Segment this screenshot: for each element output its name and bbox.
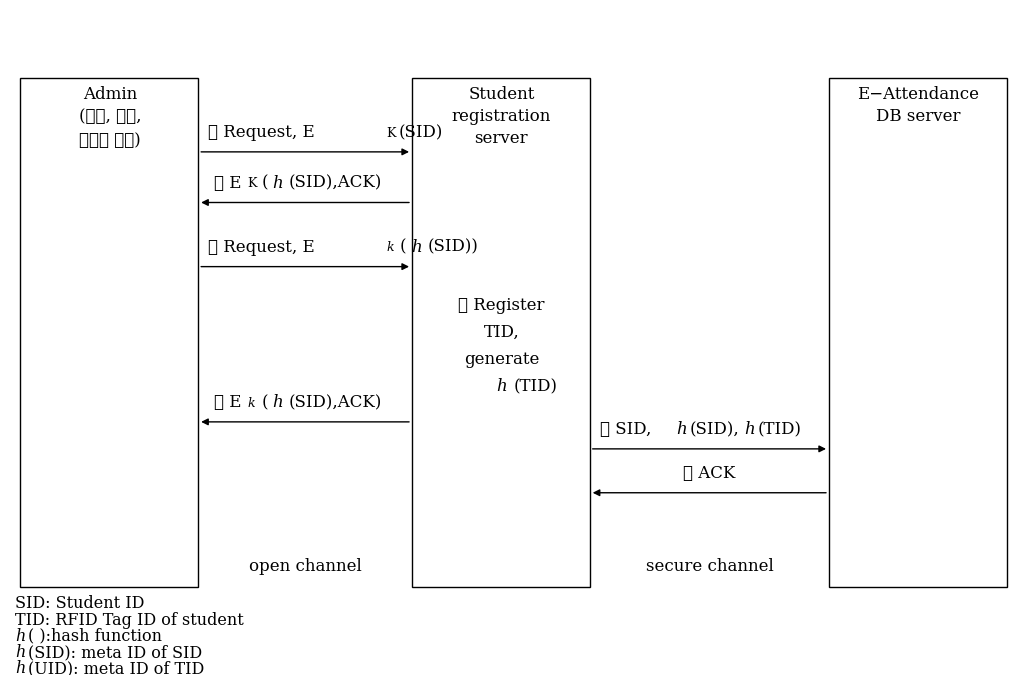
Bar: [20, 78, 198, 587]
Text: (UID): meta ID of TID: (UID): meta ID of TID: [28, 660, 204, 675]
Text: (SID)): (SID)): [427, 239, 478, 256]
Text: ( ):hash function: ( ):hash function: [28, 628, 163, 645]
Bar: [829, 78, 1007, 587]
Text: TID: RFID Tag ID of student: TID: RFID Tag ID of student: [15, 612, 244, 628]
Text: k: k: [247, 397, 254, 410]
Text: h: h: [273, 175, 284, 192]
Text: open channel: open channel: [249, 558, 361, 575]
Text: ⑤ E: ⑤ E: [214, 394, 241, 411]
Text: 삭제를 수행): 삭제를 수행): [79, 132, 140, 148]
Text: k: k: [386, 242, 394, 254]
Text: secure channel: secure channel: [646, 558, 774, 575]
Text: (: (: [261, 175, 267, 192]
Text: (: (: [400, 239, 406, 256]
Text: Admin: Admin: [82, 86, 137, 103]
Text: h: h: [15, 644, 25, 661]
Text: (SID),ACK): (SID),ACK): [289, 175, 382, 192]
Text: SID: Student ID: SID: Student ID: [15, 595, 144, 612]
Text: h: h: [496, 378, 506, 395]
Text: (SID),ACK): (SID),ACK): [289, 394, 382, 411]
Text: ⑥ SID,: ⑥ SID,: [600, 421, 657, 438]
Text: (등록, 수정,: (등록, 수정,: [78, 108, 141, 125]
Text: E−Attendance: E−Attendance: [857, 86, 979, 103]
Text: ⑦ ACK: ⑦ ACK: [683, 465, 735, 482]
Text: ② E: ② E: [214, 175, 241, 192]
Text: server: server: [475, 130, 528, 146]
Text: h: h: [676, 421, 687, 438]
Text: h: h: [15, 660, 25, 675]
Text: (SID): (SID): [399, 124, 443, 141]
Text: h: h: [744, 421, 756, 438]
Text: h: h: [411, 239, 422, 256]
Text: (TID): (TID): [514, 378, 557, 395]
Text: generate: generate: [464, 351, 539, 368]
Text: h: h: [273, 394, 284, 411]
Text: ④ Register: ④ Register: [458, 297, 545, 314]
Text: ③ Request, E: ③ Request, E: [208, 239, 315, 256]
Text: K: K: [386, 127, 396, 140]
Text: (TID): (TID): [758, 421, 801, 438]
Bar: [412, 78, 590, 587]
Text: K: K: [247, 178, 256, 190]
Text: TID,: TID,: [483, 324, 520, 341]
Text: ① Request, E: ① Request, E: [208, 124, 315, 141]
Text: (: (: [261, 394, 267, 411]
Text: h: h: [15, 628, 25, 645]
Text: (SID): meta ID of SID: (SID): meta ID of SID: [28, 644, 202, 661]
Text: Student: Student: [468, 86, 535, 103]
Text: DB server: DB server: [876, 108, 961, 125]
Text: (SID),: (SID),: [690, 421, 739, 438]
Text: registration: registration: [452, 108, 551, 125]
